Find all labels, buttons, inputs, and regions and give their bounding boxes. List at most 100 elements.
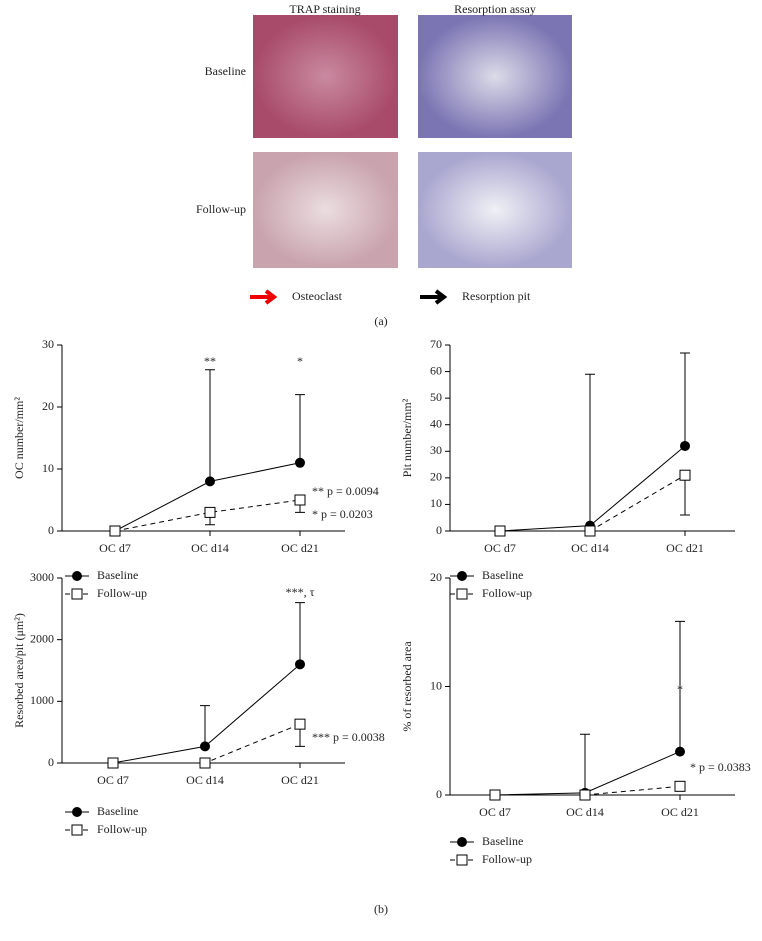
x-tick-label: OC d21 xyxy=(281,541,319,555)
significance: * xyxy=(677,682,683,696)
row-label: Baseline xyxy=(205,64,246,78)
series-line xyxy=(499,445,686,532)
series-line xyxy=(114,499,301,532)
significance: ** xyxy=(204,354,216,368)
y-tick-label: 10 xyxy=(430,496,442,510)
p-value: ** p = 0.0094 xyxy=(312,484,379,498)
error-bar xyxy=(200,705,210,747)
legend-label: Baseline xyxy=(97,804,138,818)
legend-marker xyxy=(457,571,467,581)
legend-label: Baseline xyxy=(97,568,138,582)
error-bar xyxy=(205,369,215,482)
y-axis-label: % of resorbed area xyxy=(400,641,414,732)
image-trap-baseline xyxy=(253,15,398,138)
x-tick-label: OC d21 xyxy=(666,541,704,555)
row-label: Follow-up xyxy=(196,202,246,216)
legend-marker xyxy=(72,807,82,817)
marker xyxy=(579,789,591,801)
y-tick-label: 0 xyxy=(48,755,54,769)
x-tick-label: OC d7 xyxy=(479,805,511,819)
legend-label: Baseline xyxy=(482,568,523,582)
significance: ***, τ xyxy=(286,585,315,599)
y-tick-label: 20 xyxy=(42,399,54,413)
column-title: TRAP staining xyxy=(289,2,360,16)
y-tick-label: 40 xyxy=(430,416,442,430)
error-bar xyxy=(295,394,305,463)
legend-label: Resorption pit xyxy=(462,289,531,303)
y-tick-label: 70 xyxy=(430,337,442,351)
error-bar xyxy=(580,733,590,793)
y-tick-label: 10 xyxy=(430,678,442,692)
error-bar xyxy=(295,602,305,665)
error-bar xyxy=(680,352,690,446)
legend-arrow xyxy=(420,289,448,305)
marker xyxy=(584,525,596,537)
y-tick-label: 30 xyxy=(42,337,54,351)
y-tick-label: 60 xyxy=(430,363,442,377)
y-tick-label: 20 xyxy=(430,470,442,484)
legend-label: Follow-up xyxy=(482,852,532,866)
legend-label: Follow-up xyxy=(97,822,147,836)
legend-marker xyxy=(71,588,83,600)
legend-label: Follow-up xyxy=(97,586,147,600)
marker xyxy=(489,789,501,801)
x-tick-label: OC d21 xyxy=(281,773,319,787)
marker xyxy=(204,506,216,518)
y-axis-label: Pit number/mm² xyxy=(400,398,414,477)
x-tick-label: OC d14 xyxy=(571,541,609,555)
p-value: * p = 0.0203 xyxy=(312,507,373,521)
error-bar xyxy=(675,620,685,752)
x-tick-label: OC d14 xyxy=(191,541,229,555)
legend-marker xyxy=(71,824,83,836)
x-tick-label: OC d7 xyxy=(99,541,131,555)
significance: * xyxy=(297,354,303,368)
marker xyxy=(679,469,691,481)
panel-label: (a) xyxy=(374,314,387,328)
legend-marker xyxy=(456,588,468,600)
error-bar xyxy=(680,475,690,516)
series-line xyxy=(114,462,301,532)
image-resorption-baseline xyxy=(418,15,572,138)
marker xyxy=(200,741,210,752)
y-tick-label: 50 xyxy=(430,390,442,404)
legend-marker xyxy=(72,571,82,581)
marker xyxy=(109,525,121,537)
image-resorption-followup xyxy=(418,152,572,268)
marker xyxy=(295,457,305,468)
marker xyxy=(294,494,306,506)
marker xyxy=(107,757,119,769)
legend-label: Follow-up xyxy=(482,586,532,600)
marker xyxy=(295,659,305,670)
x-tick-label: OC d7 xyxy=(97,773,129,787)
marker xyxy=(680,440,690,451)
y-tick-label: 30 xyxy=(430,443,442,457)
y-tick-label: 0 xyxy=(48,523,54,537)
y-tick-label: 1000 xyxy=(30,693,54,707)
y-tick-label: 10 xyxy=(42,461,54,475)
x-tick-label: OC d14 xyxy=(566,805,604,819)
x-tick-label: OC d7 xyxy=(484,541,516,555)
y-tick-label: 3000 xyxy=(30,570,54,584)
legend-marker xyxy=(457,837,467,847)
marker xyxy=(674,780,686,792)
y-tick-label: 20 xyxy=(430,570,442,584)
error-bar xyxy=(585,373,595,526)
legend-label: Baseline xyxy=(482,834,523,848)
column-title: Resorption assay xyxy=(454,2,536,16)
marker xyxy=(205,476,215,487)
x-tick-label: OC d21 xyxy=(661,805,699,819)
legend-arrow xyxy=(250,289,278,305)
legend-marker xyxy=(456,854,468,866)
y-axis-label: OC number/mm² xyxy=(12,397,26,479)
x-tick-label: OC d14 xyxy=(186,773,224,787)
marker xyxy=(199,757,211,769)
p-value: * p = 0.0383 xyxy=(690,760,751,774)
y-tick-label: 0 xyxy=(436,523,442,537)
legend-label: Osteoclast xyxy=(292,289,343,303)
marker xyxy=(675,746,685,757)
image-trap-followup xyxy=(253,152,398,268)
marker xyxy=(494,525,506,537)
y-axis-label: Resorbed area/pit (μm²) xyxy=(12,613,26,728)
y-tick-label: 0 xyxy=(436,787,442,801)
